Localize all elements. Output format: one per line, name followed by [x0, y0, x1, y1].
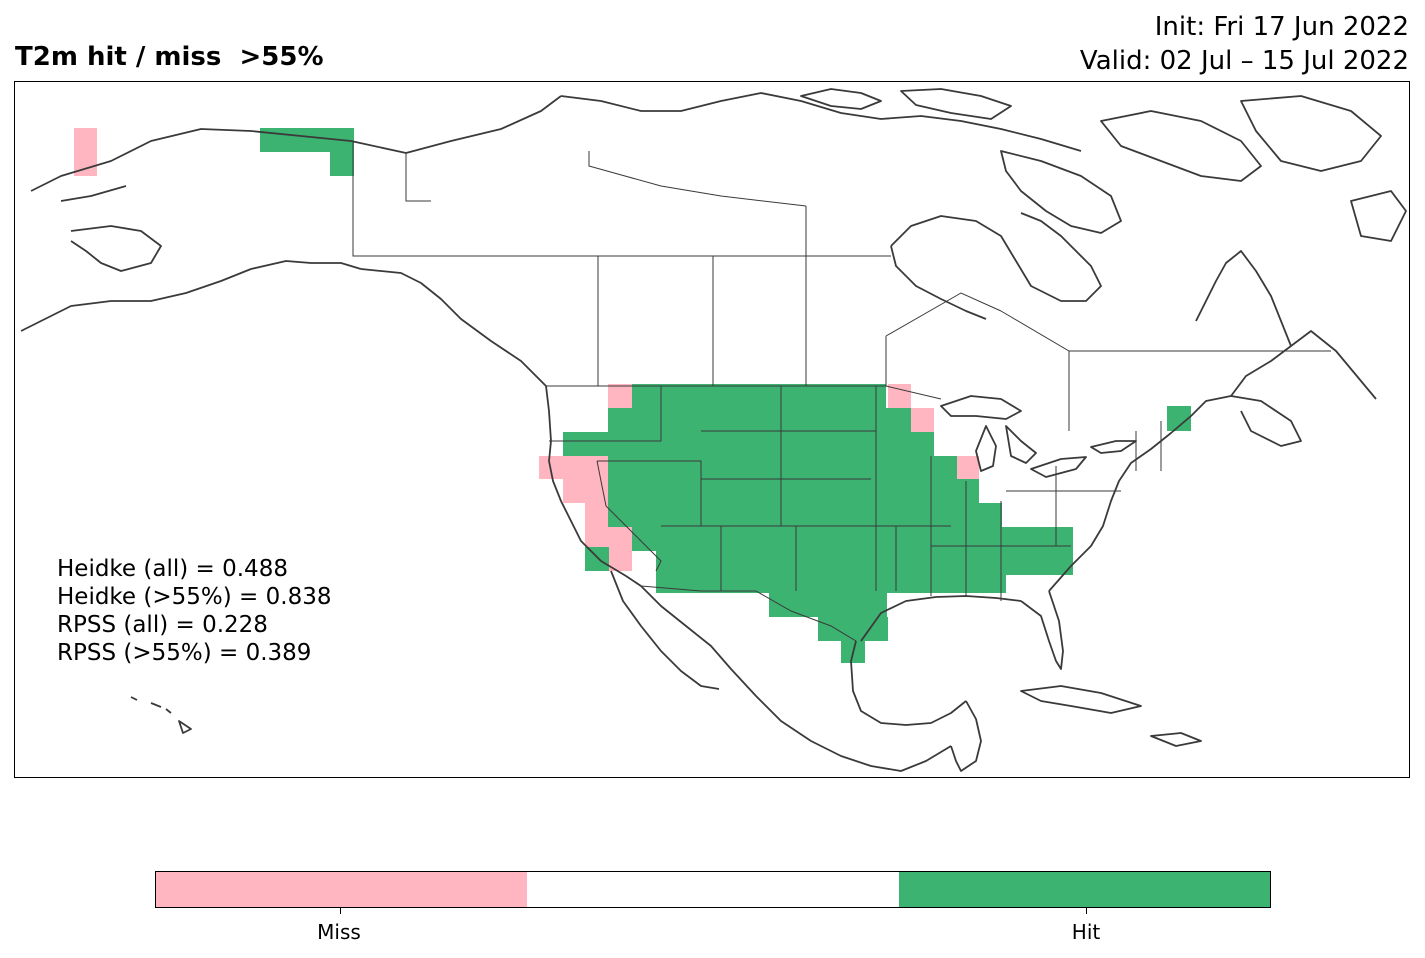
colorbar: [155, 871, 1271, 908]
date-info: Init: Fri 17 Jun 2022 Valid: 02 Jul – 15…: [1080, 10, 1409, 78]
rpss-all: RPSS (all) = 0.228: [57, 612, 268, 638]
colorbar-miss: [156, 872, 528, 907]
borders: [352, 141, 1331, 642]
init-date: Init: Fri 17 Jun 2022: [1154, 12, 1409, 42]
hit-cells: [260, 128, 1191, 663]
valid-range: Valid: 02 Jul – 15 Jul 2022: [1079, 46, 1409, 76]
colorbar-label-miss: Miss: [317, 920, 361, 944]
rpss-55: RPSS (>55%) = 0.389: [57, 640, 312, 666]
miss-cells: [74, 128, 979, 571]
colorbar-label-hit: Hit: [1071, 920, 1101, 944]
heidke-55: Heidke (>55%) = 0.838: [57, 584, 332, 610]
coastlines: [20, 88, 1407, 772]
colorbar-neutral: [527, 872, 899, 907]
colorbar-tick-hit: [1086, 908, 1087, 914]
colorbar-hit: [898, 872, 1270, 907]
map-panel: [14, 81, 1410, 778]
map-canvas: [20, 88, 1407, 772]
colorbar-tick-miss: [340, 908, 341, 914]
heidke-all: Heidke (all) = 0.488: [57, 556, 288, 582]
map-title: T2m hit / miss >55%: [15, 42, 324, 72]
skill-scores: Heidke (all) = 0.488 Heidke (>55%) = 0.8…: [57, 555, 331, 667]
